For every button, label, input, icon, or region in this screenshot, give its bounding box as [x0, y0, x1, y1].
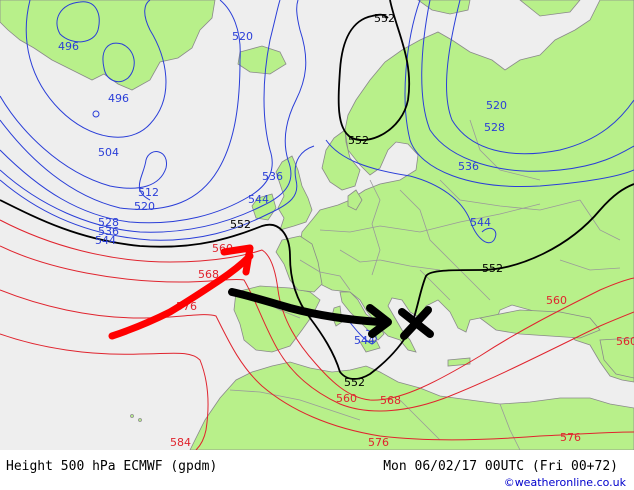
label-512: 512 — [138, 186, 159, 199]
contour-520 — [0, 0, 241, 210]
contour-520-east — [446, 0, 634, 155]
black-arrow-head — [366, 304, 392, 338]
contour-528 — [0, 0, 281, 224]
contour-536 — [0, 0, 307, 233]
contour-560-west — [0, 219, 634, 401]
label-552a: 552 — [374, 12, 395, 25]
contour-536-east — [404, 0, 634, 188]
contour-544-east — [325, 139, 497, 244]
france — [275, 235, 323, 293]
contour-504 — [25, 0, 167, 138]
sicily — [359, 339, 381, 353]
contour-496c — [92, 110, 100, 118]
weather-map: 496 496 504 512 520 520 520 528 528 536 … — [0, 0, 634, 450]
blue-contours — [0, 0, 634, 345]
label-560c: 560 — [336, 392, 357, 405]
contour-528-east — [421, 0, 634, 172]
label-528b: 528 — [484, 121, 505, 134]
label-496b: 496 — [108, 92, 129, 105]
middle-east — [599, 337, 634, 379]
turkey — [479, 309, 601, 339]
contour-544 — [0, 145, 315, 241]
label-552b: 552 — [348, 134, 369, 147]
label-552d: 552 — [482, 262, 503, 275]
black-552-contours — [0, 0, 634, 380]
contour-568-west — [0, 245, 634, 412]
label-536b: 536 — [262, 170, 283, 183]
contour-496a — [56, 1, 100, 43]
label-520c: 520 — [486, 99, 507, 112]
label-520b: 520 — [232, 30, 253, 43]
label-536c: 536 — [458, 160, 479, 173]
greenland — [0, 0, 216, 91]
credit-link[interactable]: ©weatheronline.co.uk — [503, 476, 626, 489]
label-568b: 568 — [380, 394, 401, 407]
norway — [321, 129, 361, 191]
label-552e: 552 — [344, 376, 365, 389]
label-544b: 544 — [248, 193, 269, 206]
label-520a: 520 — [134, 200, 155, 213]
map-title: Height 500 hPa ECMWF (gpdm) — [6, 459, 218, 474]
label-560d: 560 — [616, 335, 634, 348]
label-504: 504 — [98, 146, 119, 159]
label-584: 584 — [170, 436, 191, 449]
country-borders — [229, 119, 621, 450]
arctic-island-2 — [519, 0, 581, 17]
contour-496b — [102, 42, 135, 83]
great-britain — [275, 155, 313, 231]
contour-552-north — [337, 0, 411, 141]
contour-576-west — [0, 289, 634, 441]
label-544c: 544 — [470, 216, 491, 229]
red-arrow-head — [220, 244, 254, 276]
crete — [447, 357, 471, 367]
valid-time: Mon 06/02/17 00UTC (Fri 00+72) — [383, 459, 618, 474]
label-576b: 576 — [368, 436, 389, 449]
label-528a: 528 — [98, 216, 119, 229]
denmark — [347, 189, 363, 211]
height-500hpa-map: 496 496 504 512 520 520 520 528 528 536 … — [0, 0, 634, 450]
label-552c: 552 — [230, 218, 251, 231]
contour-584 — [0, 333, 209, 450]
label-568a: 568 — [198, 268, 219, 281]
contour-552-main — [0, 183, 634, 380]
red-arrow-shaft — [108, 252, 254, 340]
black-cross-2 — [400, 306, 432, 340]
italy — [339, 291, 385, 341]
label-544a: 544 — [95, 234, 116, 247]
land-masses — [0, 0, 634, 450]
black-arrow-shaft — [228, 288, 384, 326]
label-496a: 496 — [58, 40, 79, 53]
label-576c: 576 — [560, 431, 581, 444]
annotations — [108, 244, 434, 340]
red-contours — [0, 219, 634, 450]
contour-512 — [0, 95, 167, 201]
label-536a: 536 — [98, 225, 119, 238]
map-footer: Height 500 hPa ECMWF (gpdm) Mon 06/02/17… — [0, 450, 634, 490]
label-560b: 560 — [546, 294, 567, 307]
